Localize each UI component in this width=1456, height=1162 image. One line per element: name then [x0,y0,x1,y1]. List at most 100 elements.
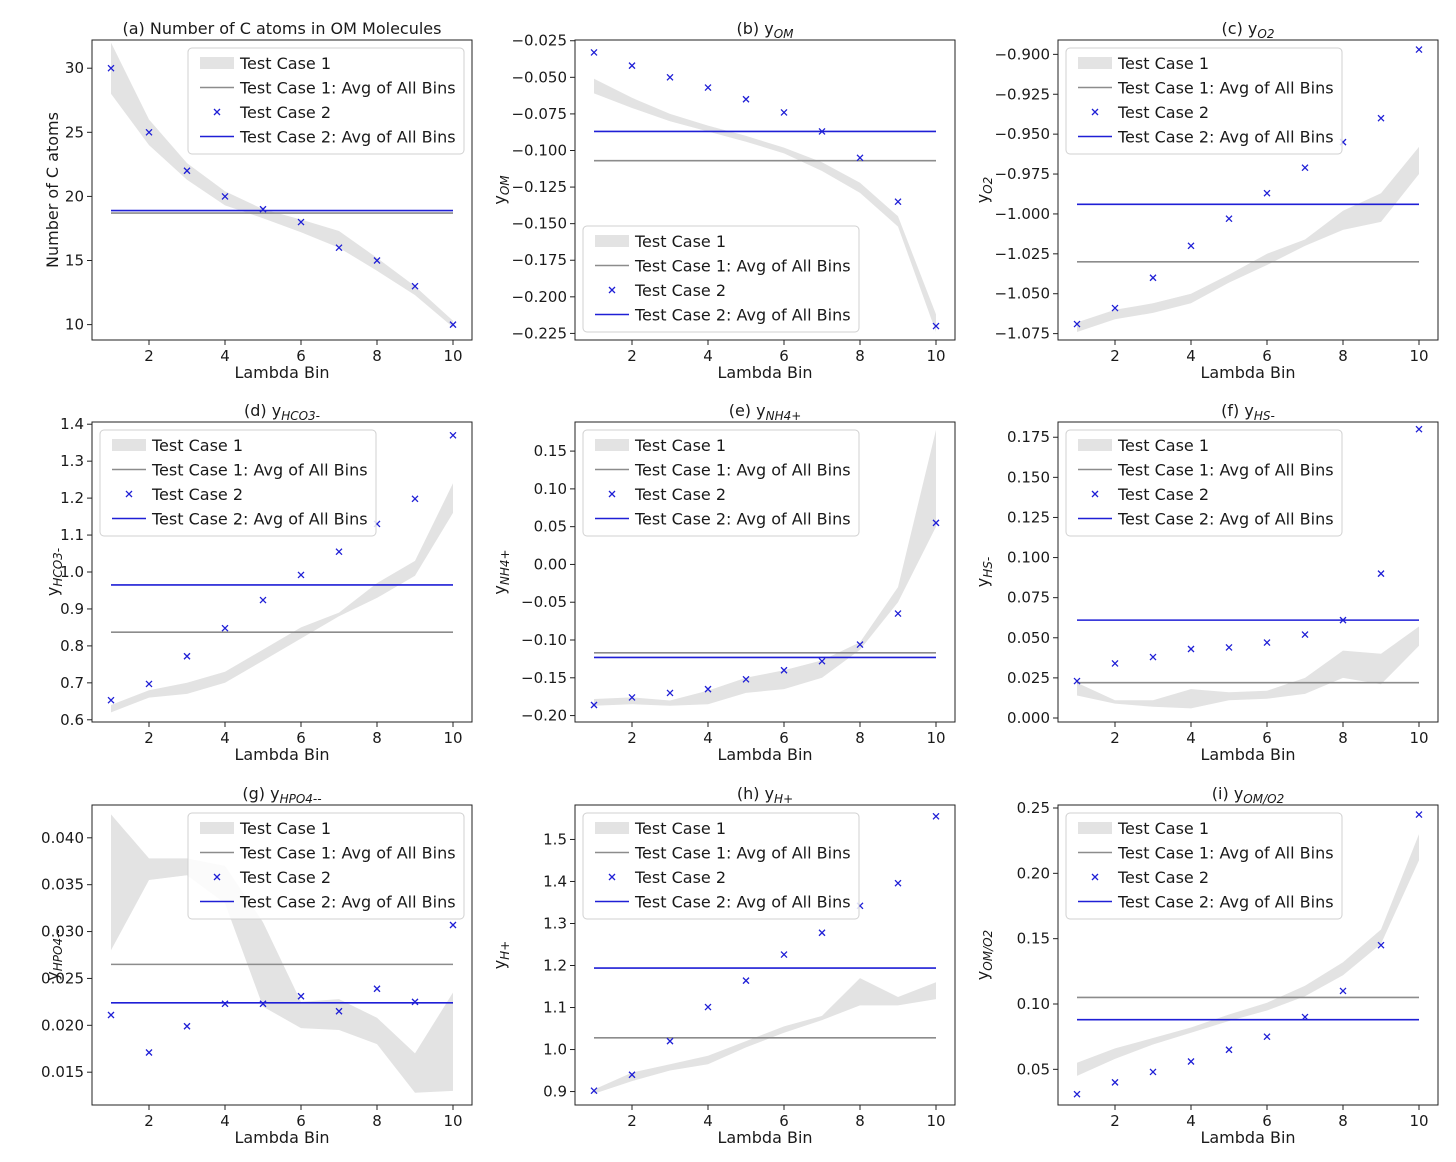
test-case-2-point [1263,639,1271,647]
test-case-2-point [1187,645,1195,653]
test-case-2-point [1225,1046,1233,1054]
y-tick-label: 10 [65,316,84,334]
legend-label: Test Case 1: Avg of All Bins [151,461,368,480]
y-tick-label: 0.15 [534,442,567,460]
panel-title: (c) yO2 [1222,19,1275,41]
legend-label: Test Case 2: Avg of All Bins [1117,510,1334,529]
legend: Test Case 1 Test Case 1: Avg of All Bins T… [582,812,860,920]
y-tick-label: 0.075 [1007,589,1050,607]
y-tick-label: −0.950 [994,125,1050,143]
test-case-2-point [449,321,457,329]
y-tick-label: −0.20 [521,707,567,725]
y-tick-label: 0.9 [60,600,84,618]
test-case-2-point [742,95,750,103]
x-tick-label: 2 [144,729,154,747]
legend-label: Test Case 1 [634,232,726,251]
y-tick-label: 0.100 [1007,549,1050,567]
test-case-2-point [107,696,115,704]
axes-frame [574,39,956,341]
panel-title: (a) Number of C atoms in OM Molecules [123,19,442,38]
x-tick-label: 8 [1338,347,1348,365]
legend: Test Case 1 Test Case 1: Avg of All Bins T… [1065,47,1343,155]
legend: Test Case 1 Test Case 1: Avg of All Bins T… [1065,429,1343,537]
y-tick-label: 0.20 [1017,864,1050,882]
legend-label: Test Case 1: Avg of All Bins [239,844,456,863]
legend-box [187,47,465,155]
legend-handle-band [595,822,629,834]
x-tick-label: 4 [1186,1112,1196,1130]
legend-handle-marker [1091,490,1099,498]
panel-title: (i) yOM/O2 [1212,784,1284,806]
y-axis-label: yOM [490,175,512,205]
y-tick-label: 0.035 [41,876,84,894]
test-case-2-point [1111,304,1119,312]
test-case-2-point [932,322,940,330]
test-case-2-point [1263,189,1271,197]
test-case-2-point [590,701,598,709]
y-axis-label: yH+ [490,941,512,970]
y-tick-label: −1.075 [994,325,1050,343]
test-case-2-point [335,244,343,252]
legend-label: Test Case 1: Avg of All Bins [1117,79,1334,98]
test-case-2-point [1415,46,1423,54]
legend-label: Test Case 1 [239,54,331,73]
axes-frame [1057,39,1439,341]
axes-frame [91,804,473,1106]
x-tick-label: 10 [443,729,462,747]
y-tick-label: 0.025 [1007,669,1050,687]
x-tick-label: 8 [372,347,382,365]
x-axis-label: Lambda Bin [234,745,329,764]
y-tick-label: −0.050 [511,68,567,86]
y-tick-label: 0.9 [543,1083,567,1101]
y-tick-label: 1.4 [60,415,84,433]
y-tick-label: 0.25 [1017,799,1050,817]
test-case-2-point [221,192,229,200]
test-case-2-point [1073,1090,1081,1098]
test-case-2-point [590,1087,598,1095]
axes-frame [574,421,956,723]
test-case-2-point [742,977,750,985]
x-tick-label: 2 [144,1112,154,1130]
test-case-2-point [1073,320,1081,328]
x-tick-label: 2 [1110,1112,1120,1130]
y-tick-label: 0.8 [60,637,84,655]
y-tick-label: 20 [65,187,84,205]
test-case-2-point [704,685,712,693]
x-tick-label: 2 [1110,347,1120,365]
x-axis-label: Lambda Bin [234,1128,329,1147]
test-case-2-point [373,985,381,993]
x-tick-label: 4 [220,1112,230,1130]
chart-panel-8: (h) yH+ 2 4 6 8 10 0.9 1.0 1.1 1.2 1.3 1.4 1.5 Lambda… [490,784,956,1147]
legend-label: Test Case 2 [1117,485,1209,504]
y-tick-label: 0.020 [41,1016,84,1034]
test-case-2-point [183,167,191,175]
x-tick-label: 8 [1338,1112,1348,1130]
x-tick-label: 10 [926,347,945,365]
legend-handle-band [1078,822,1112,834]
legend-label: Test Case 2: Avg of All Bins [634,893,851,912]
legend-box [187,812,465,920]
legend-handle-marker [1091,108,1099,116]
legend-label: Test Case 1 [151,436,243,455]
test-case-2-point [666,689,674,697]
x-tick-label: 6 [779,347,789,365]
legend-label: Test Case 2: Avg of All Bins [1117,893,1334,912]
y-tick-label: 0.000 [1007,709,1050,727]
test-case-2-point [932,812,940,820]
test-case-2-point [1111,1078,1119,1086]
legend-label: Test Case 2 [634,868,726,887]
x-tick-label: 8 [855,347,865,365]
legend: Test Case 1 Test Case 1: Avg of All Bins T… [1065,812,1343,920]
y-axis-label: yNH4+ [490,549,512,594]
test-case-2-point [297,218,305,226]
test-case-2-point [1073,677,1081,685]
x-tick-label: 10 [443,1112,462,1130]
x-tick-label: 8 [1338,729,1348,747]
y-tick-label: 1.4 [543,872,567,890]
legend-handle-marker [608,873,616,881]
test-case-2-point [704,84,712,92]
test-case-1-band [594,978,936,1094]
test-case-2-point [297,571,305,579]
legend-label: Test Case 2: Avg of All Bins [634,306,851,325]
x-tick-label: 6 [779,1112,789,1130]
